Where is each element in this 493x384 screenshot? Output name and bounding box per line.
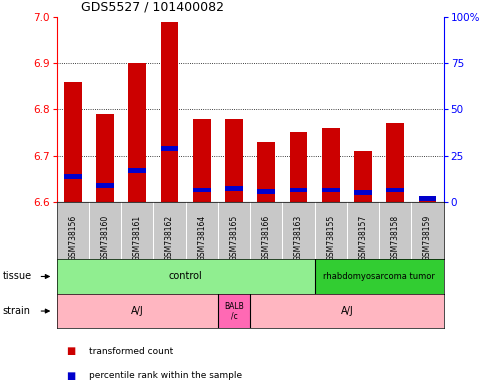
Bar bbox=[193, 119, 211, 202]
Bar bbox=[129, 168, 146, 172]
Bar bbox=[322, 128, 340, 202]
Text: rhabdomyosarcoma tumor: rhabdomyosarcoma tumor bbox=[323, 272, 435, 281]
Text: strain: strain bbox=[2, 306, 31, 316]
Bar bbox=[250, 294, 444, 328]
Bar bbox=[322, 188, 340, 192]
Bar bbox=[64, 82, 82, 202]
Text: control: control bbox=[169, 271, 203, 281]
Bar bbox=[354, 190, 372, 195]
Bar bbox=[96, 183, 114, 188]
Bar bbox=[161, 22, 178, 202]
Bar bbox=[387, 123, 404, 202]
Text: A/J: A/J bbox=[341, 306, 353, 316]
Bar bbox=[419, 197, 436, 202]
Bar bbox=[290, 132, 308, 202]
Bar bbox=[225, 119, 243, 202]
Bar bbox=[64, 174, 82, 179]
Bar bbox=[290, 188, 308, 192]
Text: BALB
/c: BALB /c bbox=[224, 302, 244, 320]
Text: ■: ■ bbox=[67, 371, 76, 381]
Bar bbox=[225, 186, 243, 191]
Bar bbox=[193, 188, 211, 192]
Text: tissue: tissue bbox=[2, 271, 32, 281]
Bar bbox=[57, 294, 218, 328]
Bar bbox=[387, 188, 404, 192]
Text: GDS5527 / 101400082: GDS5527 / 101400082 bbox=[81, 0, 224, 13]
Bar bbox=[257, 189, 275, 194]
Bar bbox=[354, 151, 372, 202]
Bar bbox=[129, 63, 146, 202]
Bar bbox=[257, 142, 275, 202]
Bar bbox=[419, 196, 436, 201]
Text: transformed count: transformed count bbox=[89, 347, 173, 356]
Text: percentile rank within the sample: percentile rank within the sample bbox=[89, 371, 242, 380]
Text: A/J: A/J bbox=[131, 306, 143, 316]
Text: ■: ■ bbox=[67, 346, 76, 356]
Bar bbox=[57, 259, 315, 294]
Bar bbox=[161, 146, 178, 151]
Bar bbox=[218, 294, 250, 328]
Bar bbox=[315, 259, 444, 294]
Bar bbox=[96, 114, 114, 202]
